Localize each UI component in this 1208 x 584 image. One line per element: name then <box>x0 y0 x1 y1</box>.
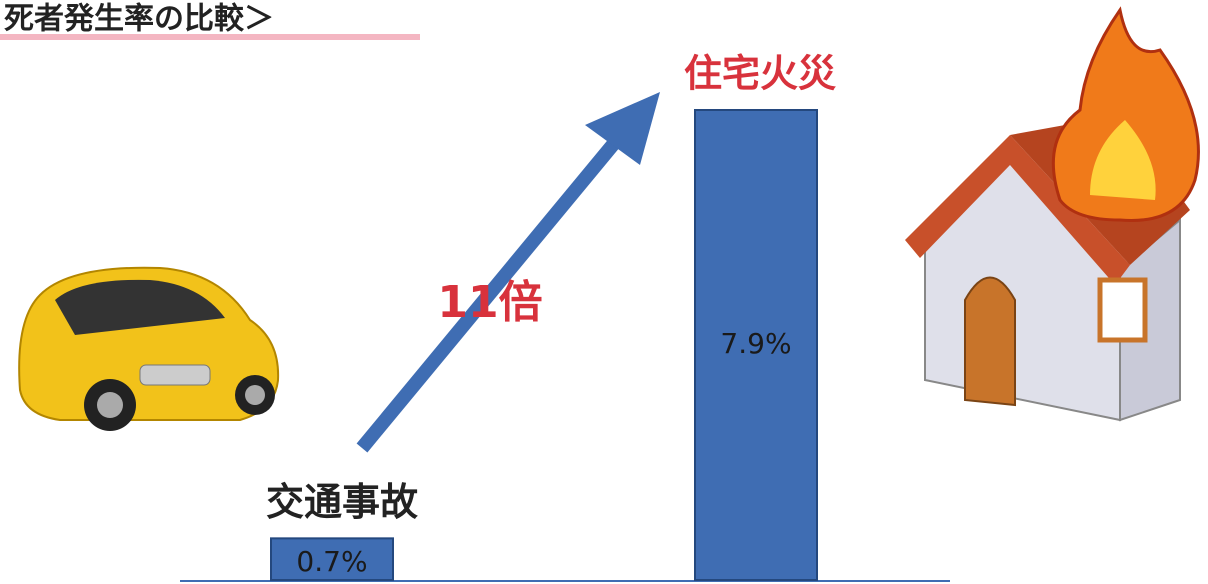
bar <box>694 109 818 581</box>
chart-title: 死者発生率の比較＞ <box>4 2 274 37</box>
increase-arrow <box>356 92 660 453</box>
value-label: 7.9% <box>720 327 791 360</box>
annotation: 11倍 <box>437 277 542 328</box>
bar <box>270 537 394 581</box>
house-icon <box>905 6 1200 422</box>
car-icon <box>18 266 280 431</box>
category-label: 交通事故 <box>266 480 418 524</box>
category-label: 住宅火災 <box>684 52 836 96</box>
title-underline <box>0 34 420 40</box>
value-label: 0.7% <box>296 545 367 578</box>
